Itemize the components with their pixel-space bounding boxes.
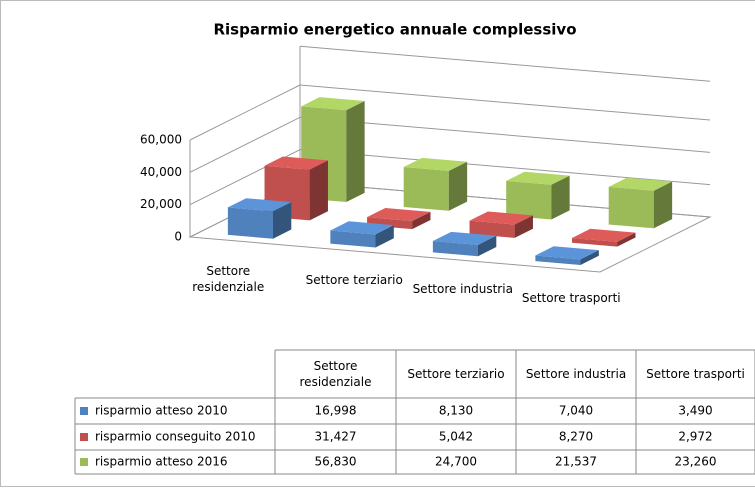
- bar-side: [375, 225, 394, 248]
- table-cell: 21,537: [555, 455, 597, 469]
- y-tick-label: 0: [174, 230, 182, 244]
- bar-front: [432, 240, 478, 257]
- table-cell: 2,972: [678, 430, 712, 444]
- bar-side: [272, 202, 292, 239]
- table-cell: 3,490: [678, 404, 712, 418]
- legend-swatch: [80, 433, 88, 441]
- bar-top: [608, 177, 673, 191]
- legend-label: risparmio conseguito 2010: [95, 430, 256, 444]
- table-cell: 56,830: [315, 455, 357, 469]
- bar-top: [301, 97, 365, 111]
- table-header: Settore industria: [525, 367, 627, 381]
- bar-side: [477, 235, 497, 257]
- bar-side: [514, 215, 533, 238]
- bar: [330, 221, 394, 248]
- bar: [608, 177, 673, 229]
- table-header: Settore trasporti: [646, 367, 745, 381]
- bar-front: [608, 186, 654, 229]
- table-cell: 7,040: [559, 404, 593, 418]
- bar-side: [653, 181, 673, 229]
- bar: [227, 198, 292, 239]
- chart-title: Risparmio energetico annuale complessivo: [213, 21, 576, 39]
- x-tick-label: Settore terziario: [305, 273, 403, 288]
- grid-line: [189, 84, 711, 141]
- table-cell: 24,700: [435, 455, 477, 469]
- bar: [535, 246, 599, 265]
- bar-side: [448, 161, 468, 211]
- bar-front: [535, 255, 581, 265]
- bar-top: [572, 228, 636, 242]
- bar-top: [330, 221, 394, 235]
- table-header: Settore residenziale: [299, 359, 372, 389]
- bar-top: [432, 231, 497, 245]
- bar-top: [264, 156, 328, 170]
- bar-top: [535, 246, 599, 260]
- bar-side: [551, 175, 570, 220]
- legend-label: risparmio atteso 2010: [95, 404, 228, 418]
- bar: [403, 157, 468, 211]
- table-cell: 31,427: [315, 430, 357, 444]
- table-cell: 8,270: [559, 430, 593, 444]
- table-cell: 16,998: [315, 404, 357, 418]
- x-tick-label: Settore industria: [412, 281, 513, 296]
- bar-top: [367, 207, 431, 221]
- bar-front: [469, 220, 515, 238]
- bar-side: [617, 232, 636, 247]
- bar: [572, 228, 636, 247]
- bar-top: [506, 171, 570, 185]
- x-tick-label: Settore trasporti: [521, 290, 621, 305]
- bar-top: [227, 198, 292, 212]
- bar: [367, 207, 431, 230]
- y-tick-label: 40,000: [140, 165, 182, 179]
- bar-side: [309, 160, 328, 221]
- bar-front: [506, 180, 552, 220]
- wall-top: [299, 45, 711, 82]
- table-header: Settore terziario: [407, 367, 505, 381]
- table-cell: 5,042: [439, 430, 473, 444]
- table-cell: 23,260: [675, 455, 717, 469]
- x-tick-label: Settore residenziale: [192, 264, 265, 295]
- bar-front: [403, 167, 449, 211]
- bar: [432, 231, 497, 257]
- bar-side: [580, 250, 599, 265]
- bar: [469, 211, 533, 238]
- bar-top: [469, 211, 533, 225]
- legend-label: risparmio atteso 2016: [95, 455, 228, 469]
- bar-front: [330, 230, 376, 248]
- bar-front: [227, 207, 273, 239]
- legend-swatch: [80, 407, 88, 415]
- y-tick-label: 20,000: [140, 197, 182, 211]
- legend-swatch: [80, 458, 88, 466]
- bar: [506, 171, 570, 220]
- bar-top: [403, 157, 468, 171]
- bar-side: [346, 101, 365, 203]
- bar-side: [412, 211, 431, 230]
- y-tick-label: 60,000: [140, 133, 182, 147]
- grid-line: [189, 149, 711, 206]
- bar-front: [572, 237, 618, 247]
- table-cell: 8,130: [439, 404, 473, 418]
- grid-line: [189, 116, 711, 173]
